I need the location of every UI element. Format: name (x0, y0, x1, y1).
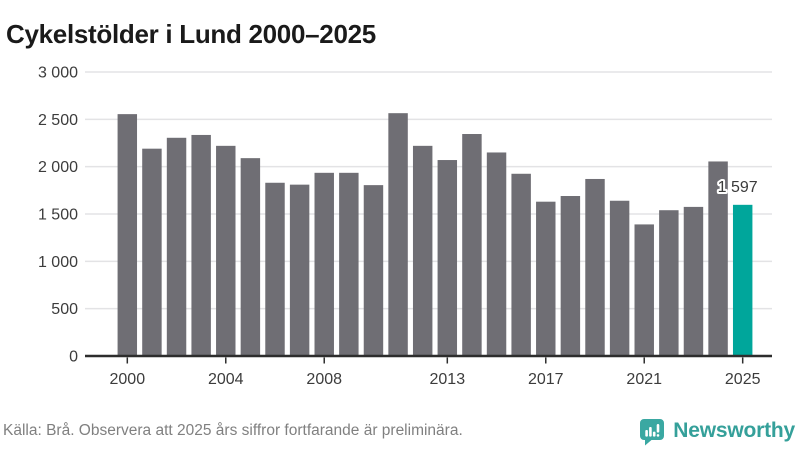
chart-area: 0 500 1 000 1 500 2 000 2 500 3 000 2000 2004 200… (0, 55, 800, 405)
y-tick-label: 1 000 (38, 254, 78, 271)
newsworthy-logo[interactable]: Newsworthy (638, 417, 795, 446)
y-tick-label: 500 (51, 301, 78, 318)
bar (388, 113, 408, 357)
bar (412, 145, 433, 356)
bar (585, 178, 605, 356)
bar-2025-highlight (732, 204, 753, 356)
x-tick-label: 2008 (306, 371, 342, 388)
bar (634, 224, 654, 356)
bar (117, 114, 138, 356)
value-label: 1 597 (718, 179, 758, 196)
bar (363, 185, 384, 356)
bar (166, 137, 187, 356)
bar (289, 184, 310, 356)
bar (486, 152, 507, 356)
source-note: Källa: Brå. Observera att 2025 års siffr… (3, 422, 463, 439)
bar (265, 182, 285, 356)
logo-exclamation-bar (656, 423, 660, 433)
x-tick-label: 2017 (528, 371, 564, 388)
bar (609, 200, 630, 356)
logo-bar-1 (645, 429, 649, 437)
bar (659, 210, 679, 356)
bar (437, 160, 458, 356)
chart-title: Cykelstölder i Lund 2000–2025 (6, 19, 376, 50)
bar (511, 173, 531, 356)
bar (462, 134, 482, 356)
bar (216, 145, 236, 356)
x-tick-label: 2021 (626, 371, 662, 388)
logo-bar-3 (653, 431, 656, 437)
footer: Källa: Brå. Observera att 2025 års siffr… (0, 414, 800, 448)
x-tick-label: 2004 (208, 371, 244, 388)
bar (191, 134, 211, 356)
logo-exclamation-dot (656, 433, 660, 437)
x-tick-label: 2000 (110, 371, 146, 388)
bar (314, 172, 334, 356)
y-tick-label: 0 (69, 349, 78, 366)
x-tick-label: 2025 (725, 371, 761, 388)
bar (683, 206, 704, 356)
bar (536, 201, 556, 356)
y-tick-label: 2 000 (38, 159, 78, 176)
logo-bar-2 (649, 426, 652, 437)
bar (142, 148, 162, 356)
newsworthy-wordmark: Newsworthy (673, 419, 795, 442)
y-tick-label: 2 500 (38, 112, 78, 129)
y-tick-label: 1 500 (38, 207, 78, 224)
y-tick-label: 3 000 (38, 65, 78, 82)
bar (339, 172, 359, 356)
bar (708, 161, 728, 356)
bar (240, 158, 261, 356)
x-tick-label: 2013 (430, 371, 466, 388)
bar (560, 196, 581, 356)
newsworthy-logo-icon (640, 418, 665, 445)
bar-chart: 0 500 1 000 1 500 2 000 2 500 3 000 2000 2004 200… (38, 65, 772, 388)
